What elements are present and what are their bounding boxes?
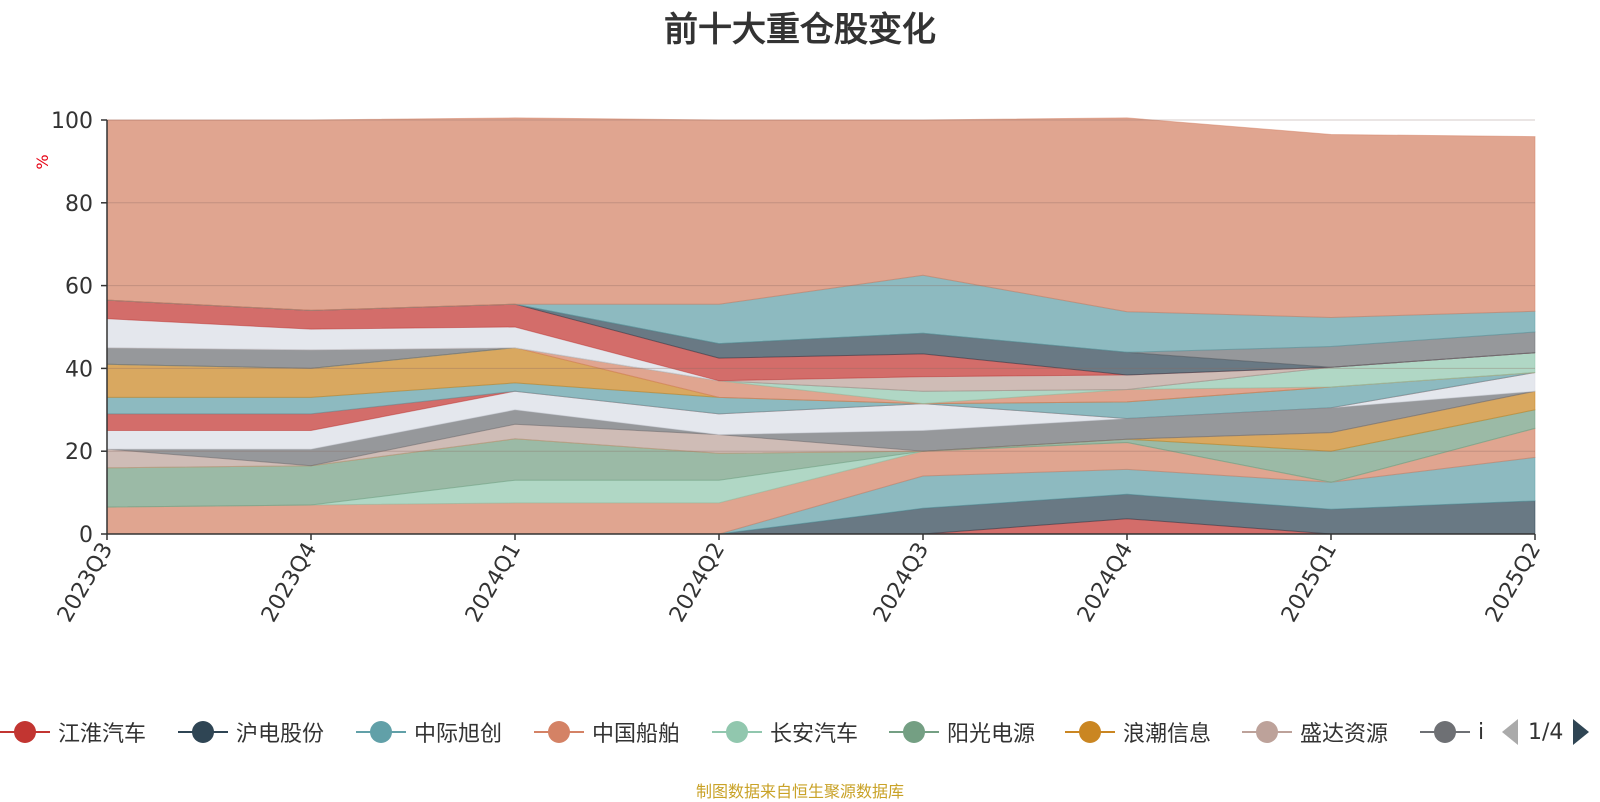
x-tick-label: 2024Q2 bbox=[665, 539, 730, 627]
area-series-group bbox=[106, 117, 1536, 535]
legend-label: 中际旭创 bbox=[414, 722, 503, 747]
page-prev-icon[interactable] bbox=[1500, 717, 1520, 747]
page-next-icon[interactable] bbox=[1571, 717, 1591, 747]
legend-label: 中国船舶 bbox=[592, 722, 681, 747]
y-tick-label: 60 bbox=[65, 275, 93, 300]
source-footnote: 制图数据来自恒生聚源数据库 bbox=[695, 782, 904, 801]
y-axis-unit-label: % bbox=[33, 154, 52, 169]
legend-marker-icon bbox=[1420, 721, 1470, 743]
legend-marker-icon bbox=[1065, 721, 1115, 743]
legend-label: 阳光电源 bbox=[947, 722, 1036, 747]
y-tick-label: 40 bbox=[65, 357, 93, 382]
x-tick-label: 2024Q3 bbox=[869, 539, 934, 627]
legend: 江淮汽车 沪电股份 中际旭创 中国船舶 长安汽车 阳光电源 浪潮信息 盛达资源 i bbox=[0, 712, 1600, 752]
legend-marker-icon bbox=[1242, 721, 1292, 743]
grid-lines bbox=[107, 119, 1535, 452]
y-tick-label: 100 bbox=[51, 109, 93, 134]
legend-item[interactable]: 盛达资源 bbox=[1242, 712, 1388, 752]
legend-marker-icon bbox=[534, 721, 584, 743]
y-tick-label: 0 bbox=[79, 523, 93, 548]
legend-item[interactable]: 沪电股份 bbox=[178, 712, 324, 752]
legend-item[interactable]: 阳光电源 bbox=[889, 712, 1035, 752]
legend-label: 江淮汽车 bbox=[58, 722, 147, 747]
area-series-22 bbox=[106, 117, 1536, 319]
legend-marker-icon bbox=[0, 721, 50, 743]
x-tick-label: 2023Q3 bbox=[53, 539, 118, 627]
legend-item[interactable]: 中国船舶 bbox=[534, 712, 680, 752]
legend-label: 沪电股份 bbox=[236, 722, 325, 747]
x-tick-label: 2025Q2 bbox=[1481, 539, 1546, 627]
legend-item[interactable]: 江淮汽车 bbox=[0, 712, 146, 752]
legend-item[interactable]: i bbox=[1420, 712, 1484, 752]
x-tick-label: 2023Q4 bbox=[257, 539, 322, 627]
y-tick-label: 80 bbox=[65, 192, 93, 217]
x-tick-label: 2025Q1 bbox=[1277, 539, 1342, 627]
legend-marker-icon bbox=[356, 721, 406, 743]
x-tick-label: 2024Q1 bbox=[461, 539, 526, 627]
chart-title: 前十大重仓股变化 bbox=[664, 10, 936, 50]
legend-label: 盛达资源 bbox=[1300, 722, 1389, 747]
legend-item[interactable]: 中际旭创 bbox=[356, 712, 502, 752]
legend-page-indicator: 1/4 bbox=[1528, 719, 1564, 745]
legend-pager: 1/4 bbox=[1500, 712, 1591, 752]
legend-marker-icon bbox=[712, 721, 762, 743]
legend-label: 长安汽车 bbox=[770, 722, 859, 747]
legend-marker-icon bbox=[178, 721, 228, 743]
x-tick-label: 2024Q4 bbox=[1073, 539, 1138, 627]
legend-item[interactable]: 长安汽车 bbox=[712, 712, 858, 752]
legend-marker-icon bbox=[889, 721, 939, 743]
y-tick-label: 20 bbox=[65, 440, 93, 465]
legend-label: i bbox=[1478, 719, 1485, 745]
legend-label: 浪潮信息 bbox=[1123, 722, 1212, 747]
legend-item[interactable]: 浪潮信息 bbox=[1065, 712, 1211, 752]
